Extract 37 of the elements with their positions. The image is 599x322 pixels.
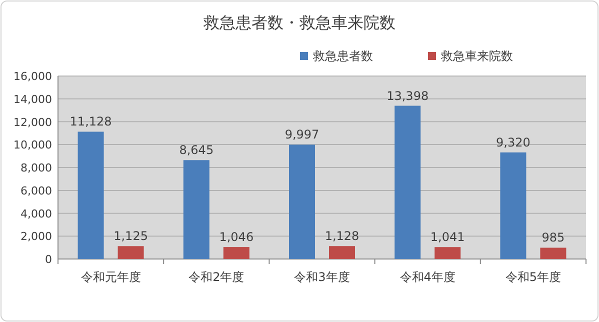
y-tick-label: 16,000 — [14, 70, 52, 83]
data-label: 1,128 — [324, 229, 360, 244]
bar — [540, 248, 566, 259]
data-label: 13,398 — [386, 88, 429, 103]
bar — [329, 246, 355, 259]
y-tick-label: 2,000 — [20, 230, 52, 244]
bar — [289, 144, 315, 259]
bar — [434, 247, 461, 259]
bar — [223, 247, 250, 259]
data-label: 1,041 — [430, 230, 465, 244]
data-label: 1,046 — [219, 230, 254, 244]
data-label: 9,997 — [284, 128, 320, 142]
data-label: 8,645 — [179, 143, 214, 158]
bar — [394, 106, 421, 259]
data-label: 11,128 — [70, 114, 112, 129]
y-tick-label: 0 — [45, 253, 52, 266]
data-label: 985 — [542, 230, 565, 245]
y-tick-label: 14,000 — [14, 92, 52, 106]
x-tick-label: 令和2年度 — [188, 270, 244, 284]
y-tick-label: 6,000 — [20, 184, 52, 198]
x-tick-label: 令和5年度 — [505, 270, 562, 284]
y-tick-label: 12,000 — [14, 116, 52, 129]
y-tick-label: 8,000 — [20, 162, 52, 174]
bar — [500, 152, 526, 259]
data-label: 9,320 — [496, 135, 530, 150]
x-tick-label: 令和3年度 — [294, 270, 350, 284]
bar — [118, 246, 144, 259]
y-tick-label: 10,000 — [14, 138, 52, 152]
legend-label: 救急患者数 — [312, 49, 373, 63]
x-tick-label: 令和元年度 — [80, 270, 141, 284]
bar — [183, 160, 210, 259]
chart-title: 救急患者数・救急車来院数 — [202, 13, 396, 32]
legend-label: 救急車来院数 — [440, 49, 513, 63]
y-tick-label: 4,000 — [20, 207, 52, 220]
bar — [78, 132, 104, 259]
x-tick-label: 令和4年度 — [400, 270, 456, 284]
data-label: 1,125 — [114, 229, 148, 244]
